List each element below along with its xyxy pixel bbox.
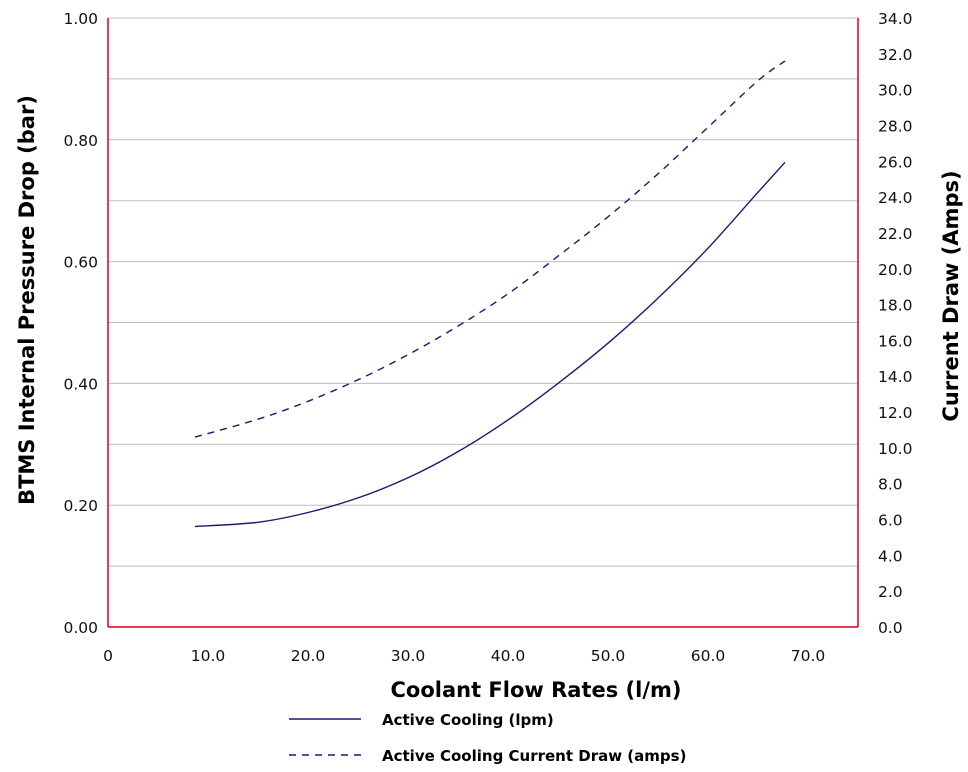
y2-tick-label: 24.0 [878, 189, 913, 207]
y2-tick-label: 14.0 [878, 368, 913, 386]
x-tick-label: 0 [103, 647, 113, 665]
x-tick-label: 40.0 [491, 647, 526, 665]
x-tick-label: 70.0 [791, 647, 826, 665]
y2-tick-label: 16.0 [878, 332, 913, 350]
y2-tick-label: 28.0 [878, 117, 913, 135]
series-line-current-draw [194, 60, 786, 438]
y2-tick-label: 4.0 [878, 547, 903, 565]
series-group [194, 60, 786, 528]
y-tick-label: 0.00 [63, 619, 98, 637]
y2-tick-label: 12.0 [878, 404, 913, 422]
y-tick-label: 0.60 [63, 254, 98, 272]
y-tick-label: 0.80 [63, 132, 98, 150]
legend-label-current-draw: Active Cooling Current Draw (amps) [382, 747, 686, 765]
legend: Active Cooling (lpm) Active Cooling Curr… [289, 711, 686, 765]
y2-tick-label: 30.0 [878, 82, 913, 100]
axes [107, 18, 859, 628]
y2-tick-label: 10.0 [878, 440, 913, 458]
series-line-active-cooling [194, 161, 786, 528]
y-tick-label: 0.40 [63, 375, 98, 393]
y2-tick-label: 34.0 [878, 10, 913, 28]
y-tick-label: 1.00 [63, 10, 98, 28]
y-axis-title: BTMS Internal Pressure Drop (bar) [15, 95, 39, 505]
tick-labels: 0 10.0 20.0 30.0 40.0 50.0 60.0 70.0 0.00 0.20 0.4… [63, 10, 912, 665]
y-tick-label: 0.20 [63, 497, 98, 515]
y2-tick-label: 26.0 [878, 153, 913, 171]
y2-tick-label: 8.0 [878, 476, 903, 494]
x-tick-label: 30.0 [391, 647, 426, 665]
legend-label-active-cooling: Active Cooling (lpm) [382, 711, 554, 729]
x-tick-label: 10.0 [191, 647, 226, 665]
y2-tick-label: 20.0 [878, 261, 913, 279]
y2-tick-label: 32.0 [878, 46, 913, 64]
x-tick-label: 60.0 [691, 647, 726, 665]
y2-tick-label: 6.0 [878, 512, 903, 530]
grid-lines [108, 17, 858, 567]
y2-axis-title: Current Draw (Amps) [939, 170, 963, 421]
x-axis-title: Coolant Flow Rates (l/m) [391, 678, 682, 702]
x-tick-label: 50.0 [591, 647, 626, 665]
y2-tick-label: 0.0 [878, 619, 903, 637]
x-tick-label: 20.0 [291, 647, 326, 665]
y2-tick-label: 22.0 [878, 225, 913, 243]
y2-tick-label: 18.0 [878, 297, 913, 315]
y2-tick-label: 2.0 [878, 583, 903, 601]
